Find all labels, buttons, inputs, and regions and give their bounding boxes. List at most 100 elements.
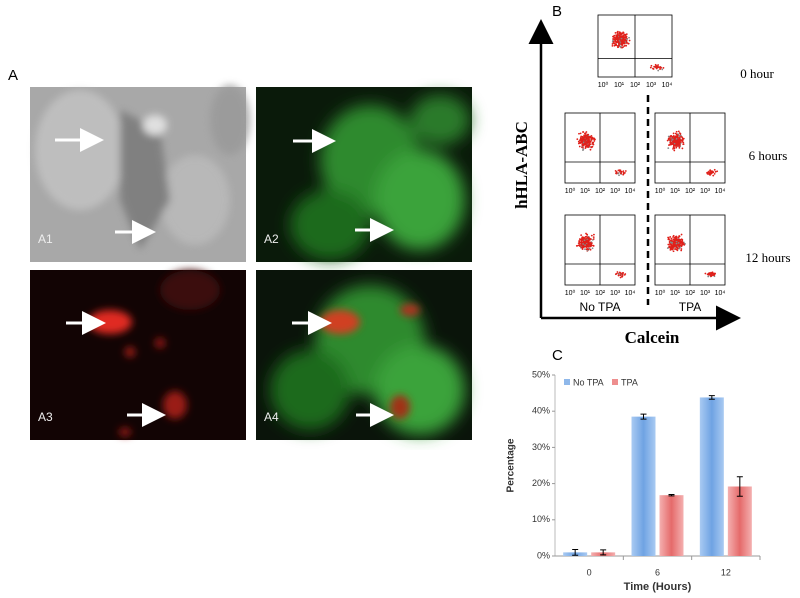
event-dot bbox=[581, 236, 584, 239]
event-dot bbox=[578, 132, 580, 135]
x-tick-label: 6 bbox=[655, 567, 660, 577]
event-dot bbox=[713, 168, 716, 171]
event-dot bbox=[621, 46, 624, 49]
event-dot bbox=[581, 137, 584, 140]
event-dot bbox=[660, 66, 663, 69]
event-dot bbox=[576, 138, 579, 141]
y-tick-label: 30% bbox=[532, 442, 550, 452]
event-dot bbox=[671, 143, 674, 145]
tick-label: 10¹ bbox=[614, 82, 625, 89]
event-dot bbox=[615, 40, 618, 43]
event-dot bbox=[674, 248, 676, 251]
event-dot bbox=[670, 239, 672, 242]
event-dot bbox=[581, 244, 583, 247]
event-dot bbox=[622, 35, 624, 38]
error-bar bbox=[708, 395, 715, 400]
event-dot bbox=[584, 139, 586, 142]
event-dot bbox=[617, 274, 620, 277]
event-dot bbox=[682, 143, 685, 146]
event-dot bbox=[669, 141, 672, 144]
event-dot bbox=[675, 133, 678, 136]
event-dot bbox=[583, 239, 586, 242]
event-dot bbox=[682, 243, 684, 246]
event-dot bbox=[618, 272, 621, 275]
event-dot bbox=[666, 247, 669, 249]
event-dot bbox=[672, 236, 674, 238]
event-dot bbox=[622, 31, 624, 34]
event-dot bbox=[706, 172, 709, 175]
event-dot bbox=[680, 248, 683, 250]
event-dot bbox=[628, 39, 631, 42]
event-dot bbox=[712, 272, 715, 275]
event-dot bbox=[619, 274, 622, 277]
event-dot bbox=[589, 143, 592, 146]
x-axis-label: Time (Hours) bbox=[624, 581, 692, 593]
image-label: A1 bbox=[38, 232, 53, 246]
event-dot bbox=[581, 143, 584, 146]
event-dot bbox=[707, 275, 710, 278]
tick-label: 10¹ bbox=[670, 188, 681, 195]
event-dot bbox=[624, 36, 627, 39]
event-dot bbox=[587, 245, 590, 248]
panel-label: A bbox=[8, 67, 18, 84]
event-dot bbox=[580, 141, 583, 144]
event-dot bbox=[625, 33, 628, 35]
event-dot bbox=[712, 274, 715, 277]
event-dot bbox=[662, 67, 665, 69]
event-dot bbox=[679, 140, 681, 142]
event-dot bbox=[673, 147, 676, 150]
tick-label: 10² bbox=[685, 188, 696, 195]
event-dot bbox=[584, 245, 587, 248]
error-bar bbox=[600, 549, 607, 556]
x-axis-label: Calcein bbox=[625, 328, 680, 347]
event-dot bbox=[673, 149, 676, 152]
tick-label: 10⁴ bbox=[715, 290, 726, 297]
event-dot bbox=[616, 45, 619, 47]
event-dot bbox=[678, 136, 681, 139]
event-dot bbox=[667, 147, 670, 150]
event-dot bbox=[577, 242, 580, 245]
error-bar bbox=[572, 548, 579, 556]
tick-label: 10³ bbox=[646, 82, 657, 89]
flow-plot: 10⁰ 10¹ 10² 10³ 10⁴ bbox=[597, 14, 673, 89]
tick-label: 10³ bbox=[610, 188, 621, 195]
event-dot bbox=[678, 245, 681, 248]
event-dot bbox=[591, 143, 594, 145]
event-dot bbox=[668, 245, 671, 248]
event-dot bbox=[623, 274, 626, 276]
event-dot bbox=[614, 273, 617, 276]
event-dot bbox=[619, 36, 622, 39]
event-dot bbox=[587, 248, 590, 251]
event-dot bbox=[712, 171, 715, 174]
event-dot bbox=[578, 239, 581, 242]
event-dot bbox=[581, 139, 584, 141]
event-dot bbox=[586, 133, 589, 136]
event-dot bbox=[583, 240, 586, 243]
event-dot bbox=[681, 140, 684, 143]
event-dot bbox=[612, 40, 615, 43]
tick-label: 10⁰ bbox=[565, 289, 576, 297]
event-dot bbox=[621, 44, 624, 47]
event-dot bbox=[672, 147, 674, 150]
event-dot bbox=[676, 141, 679, 144]
x-tick-label: 0 bbox=[587, 567, 592, 577]
event-dot bbox=[672, 132, 675, 135]
event-dot bbox=[617, 172, 619, 175]
event-dot bbox=[582, 137, 585, 139]
micrograph bbox=[256, 270, 472, 440]
event-dot bbox=[668, 138, 670, 141]
event-dot bbox=[652, 68, 655, 70]
event-dot bbox=[657, 66, 660, 69]
event-dot bbox=[649, 66, 652, 69]
event-dot bbox=[622, 38, 624, 40]
event-dot bbox=[588, 247, 591, 250]
event-dot bbox=[618, 169, 621, 172]
bar bbox=[659, 495, 684, 556]
row-label: 12 hours bbox=[745, 250, 791, 265]
tick-label: 10² bbox=[685, 290, 696, 297]
event-dot bbox=[709, 273, 711, 276]
event-dot bbox=[584, 145, 587, 148]
event-dot bbox=[590, 243, 593, 245]
event-dot bbox=[589, 241, 592, 244]
image-label: A3 bbox=[38, 410, 53, 424]
